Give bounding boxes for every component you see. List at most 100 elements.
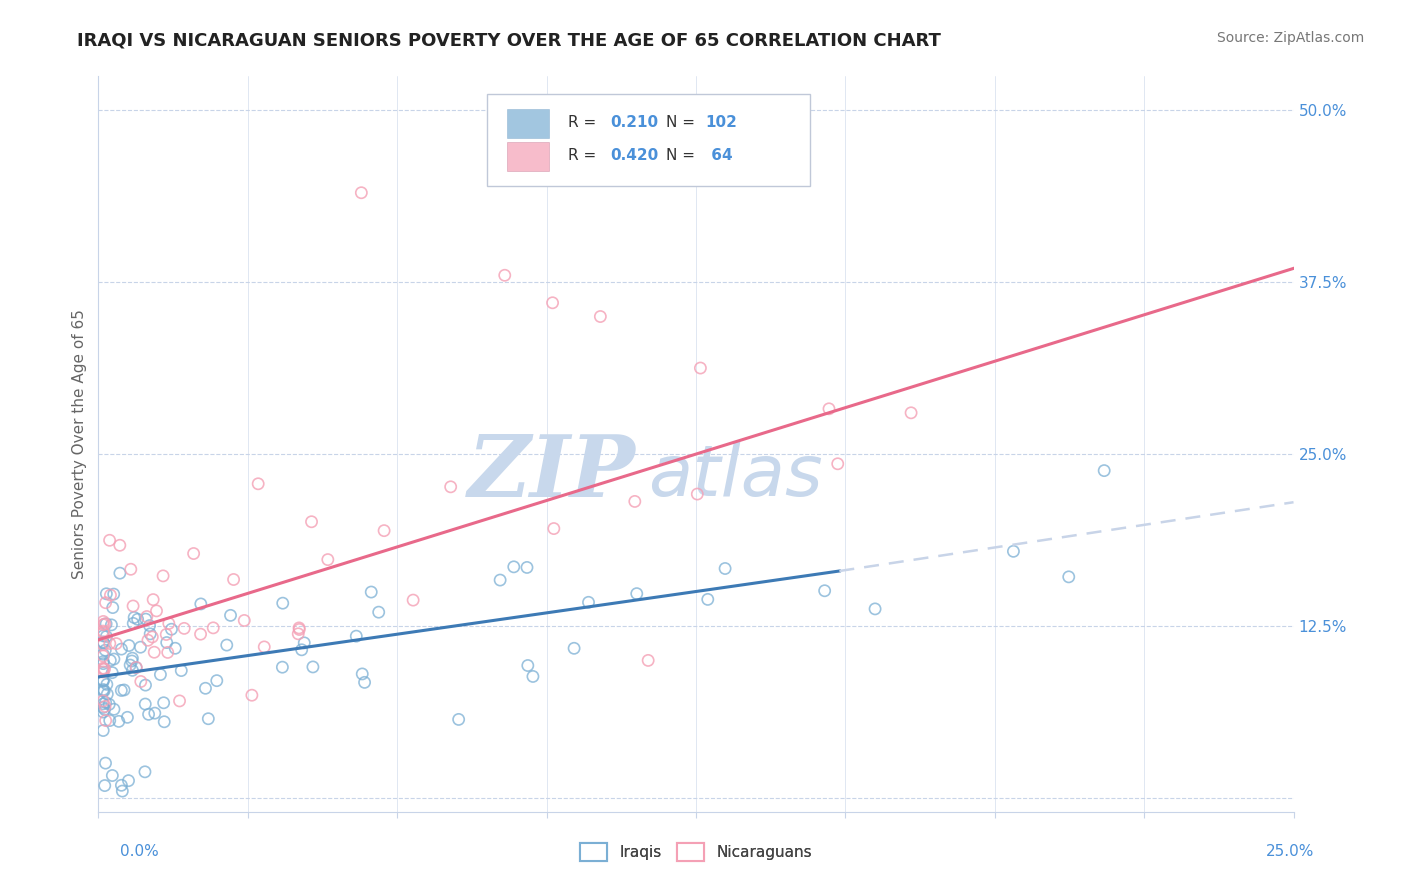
Point [502, 559, 524, 574]
Point [202, 621, 225, 635]
Point [91, 655, 114, 669]
Point [157, 616, 180, 631]
Point [142, 592, 165, 607]
Point [288, 623, 311, 637]
Point [1092, 464, 1115, 478]
Point [367, 605, 389, 619]
Point [91, 700, 114, 714]
Point [98, 653, 121, 667]
Point [94, 756, 117, 771]
Point [101, 665, 124, 680]
Point [121, 663, 143, 677]
Point [522, 669, 544, 683]
Y-axis label: Seniors Poverty Over the Age of 65: Seniors Poverty Over the Age of 65 [72, 309, 87, 579]
Point [110, 778, 132, 792]
Point [626, 587, 648, 601]
Point [91, 682, 114, 697]
Point [1057, 570, 1080, 584]
Point [863, 602, 886, 616]
Point [165, 641, 187, 656]
Point [91, 661, 114, 675]
Point [91, 638, 114, 652]
Point [122, 610, 145, 624]
Point [624, 494, 647, 508]
Point [94, 695, 117, 709]
Point [344, 629, 367, 643]
Point [145, 604, 167, 618]
Point [91, 629, 114, 643]
Point [240, 688, 263, 702]
Point [219, 608, 242, 623]
Point [696, 592, 718, 607]
Point [129, 640, 152, 655]
Point [108, 538, 131, 552]
Point [91, 665, 114, 679]
Point [101, 768, 124, 782]
Point [287, 627, 309, 641]
Point [100, 618, 122, 632]
Point [98, 714, 121, 728]
Point [120, 658, 142, 673]
Point [91, 705, 114, 719]
Point [96, 677, 118, 691]
Point [156, 645, 179, 659]
FancyBboxPatch shape [508, 109, 548, 138]
Point [155, 627, 177, 641]
Point [152, 569, 174, 583]
Point [105, 637, 128, 651]
Point [107, 714, 129, 729]
Point [143, 706, 166, 720]
Text: 0.420: 0.420 [610, 148, 658, 163]
Point [135, 612, 157, 626]
Text: atlas: atlas [648, 442, 823, 511]
Point [111, 784, 134, 798]
Point [91, 635, 114, 649]
Point [134, 697, 156, 711]
Point [190, 627, 212, 641]
Point [94, 643, 117, 657]
Point [489, 573, 512, 587]
Point [190, 597, 212, 611]
FancyBboxPatch shape [508, 142, 548, 171]
Point [91, 647, 114, 661]
Point [141, 630, 163, 644]
Point [98, 698, 121, 712]
Point [562, 641, 585, 656]
Point [440, 480, 463, 494]
Point [373, 524, 395, 538]
Point [98, 636, 121, 650]
Point [316, 552, 339, 566]
Point [91, 673, 114, 688]
Point [96, 587, 118, 601]
Point [138, 707, 160, 722]
Text: Source: ZipAtlas.com: Source: ZipAtlas.com [1216, 31, 1364, 45]
Point [125, 660, 148, 674]
Point [222, 573, 245, 587]
Point [183, 547, 205, 561]
Point [93, 702, 115, 716]
Point [121, 654, 143, 668]
Point [689, 361, 711, 376]
Point [827, 457, 849, 471]
Text: 64: 64 [706, 148, 733, 163]
Point [93, 683, 115, 698]
Point [152, 696, 174, 710]
Point [253, 640, 276, 654]
Point [122, 616, 145, 631]
Point [91, 662, 114, 676]
Point [101, 600, 124, 615]
Point [94, 714, 117, 728]
Point [197, 712, 219, 726]
Point [93, 625, 115, 640]
Point [110, 683, 132, 698]
Point [541, 295, 564, 310]
Point [117, 710, 139, 724]
Point [353, 675, 375, 690]
Point [91, 617, 114, 632]
Point [94, 699, 117, 714]
Point [301, 515, 323, 529]
Point [637, 653, 659, 667]
Point [160, 622, 183, 636]
Point [136, 633, 159, 648]
Point [194, 681, 217, 696]
